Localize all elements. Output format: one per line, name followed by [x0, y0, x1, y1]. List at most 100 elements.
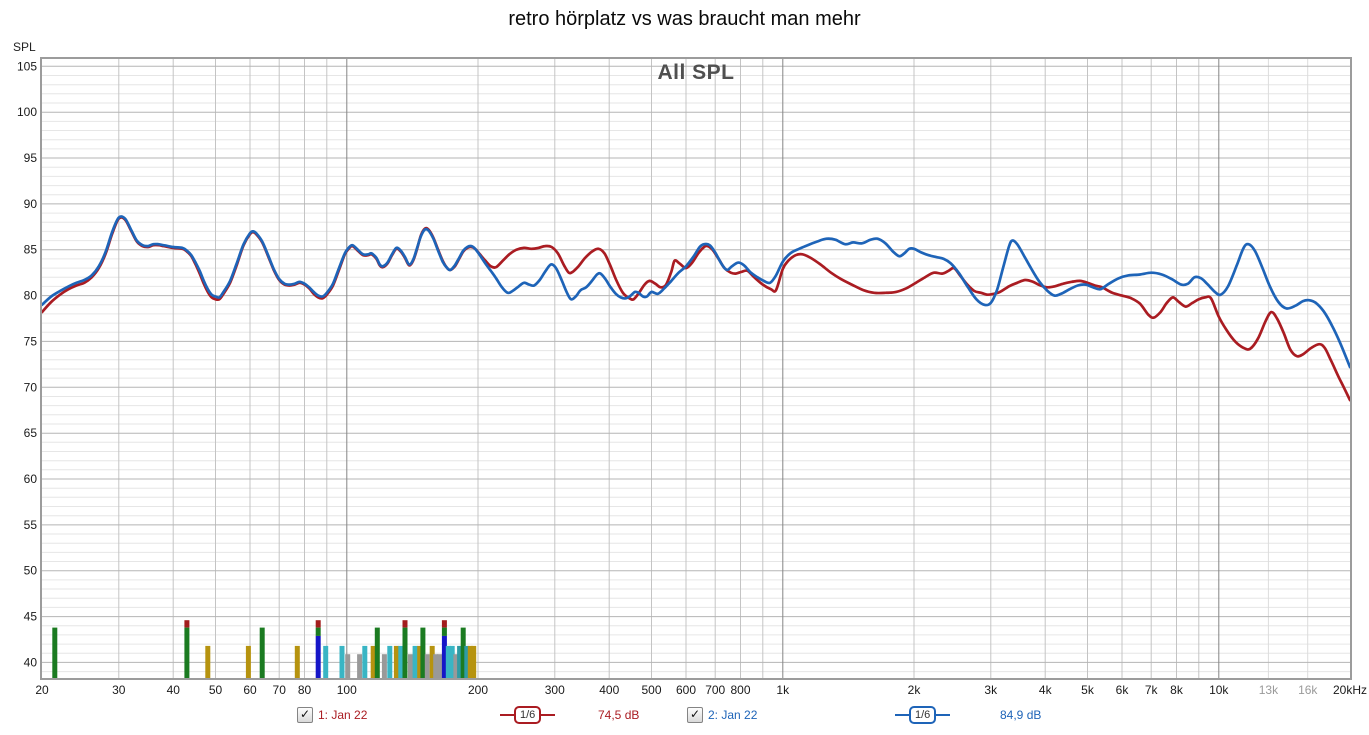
mode-bar-cyan: [449, 645, 455, 678]
mode-bar-gray: [433, 654, 439, 678]
mode-bar-cyan: [398, 645, 404, 678]
x-tick-label: 60: [243, 683, 257, 697]
x-tick-label: 700: [705, 683, 725, 697]
curve-measurement-2: [40, 215, 1352, 369]
mode-bar-olive: [205, 645, 211, 678]
mode-bar-olive: [467, 645, 473, 678]
x-tick-label: 1k: [776, 683, 790, 697]
y-tick-label: 100: [17, 105, 37, 119]
mode-bar-cyan: [323, 645, 329, 678]
mode-bar-teal: [457, 645, 463, 678]
mode-bar-gray: [453, 654, 459, 678]
mode-bar-olive: [471, 645, 477, 678]
y-tick-label: 55: [24, 518, 38, 532]
mode-bar-green: [184, 627, 190, 678]
x-tick-label: 2k: [908, 683, 922, 697]
mode-bar-green: [402, 627, 408, 678]
x-tick-label: 100: [337, 683, 357, 697]
measurement-2-checkbox[interactable]: ✓: [687, 707, 703, 723]
mode-bar-blue: [315, 635, 321, 678]
mode-bar-green: [460, 627, 466, 678]
x-tick-label: 40: [167, 683, 181, 697]
mode-bar-red: [315, 620, 321, 628]
mode-bar-olive: [429, 645, 435, 678]
y-tick-label: 80: [24, 289, 38, 303]
measurement-2-level: 84,9 dB: [1000, 708, 1042, 722]
measurement-1-label: 1: Jan 22: [318, 708, 368, 722]
badge-line-left: [500, 714, 514, 716]
mode-bar-olive: [393, 645, 399, 678]
y-tick-label: 70: [24, 380, 38, 394]
x-tick-label: 400: [599, 683, 619, 697]
x-tick-label: 70: [273, 683, 287, 697]
mode-bar-gray: [381, 654, 387, 678]
x-tick-label: 8k: [1170, 683, 1184, 697]
mode-bar-olive: [294, 645, 300, 678]
x-tick-label: 16k: [1298, 683, 1318, 697]
mode-bar-olive: [370, 645, 376, 678]
mode-bar-blue: [441, 635, 447, 678]
mode-bar-teal: [464, 645, 470, 678]
legend-bar: ✓ 1: Jan 22 1/6 74,5 dB ✓ 2: Jan 22 1/6 …: [0, 705, 1369, 731]
mode-bar-green: [374, 627, 380, 678]
mode-bar-cyan: [445, 645, 451, 678]
y-tick-label: 90: [24, 197, 38, 211]
x-tick-label: 4k: [1039, 683, 1053, 697]
mode-bar-gray: [345, 654, 351, 678]
smoothing-value: 1/6: [514, 706, 542, 724]
mode-bar-green: [420, 627, 426, 678]
x-tick-label: 200: [468, 683, 488, 697]
badge-line-right: [936, 714, 951, 716]
mode-bar-cyan: [362, 645, 368, 678]
mode-bar-cyan: [387, 645, 393, 678]
x-tick-label: 300: [545, 683, 565, 697]
x-tick-label: 13k: [1259, 683, 1279, 697]
y-axis-label: SPL: [13, 40, 36, 54]
mode-bar-olive: [417, 645, 423, 678]
measurement-1-checkbox[interactable]: ✓: [297, 707, 313, 723]
x-tick-label: 7k: [1145, 683, 1159, 697]
y-tick-label: 40: [24, 655, 38, 669]
mode-bar-green: [315, 627, 321, 636]
x-tick-label: 800: [730, 683, 750, 697]
x-tick-label: 600: [676, 683, 696, 697]
mode-bar-gray: [424, 654, 430, 678]
mode-bar-cyan: [412, 645, 418, 678]
y-tick-label: 45: [24, 610, 38, 624]
mode-bar-green: [52, 627, 58, 678]
y-tick-label: 85: [24, 243, 38, 257]
x-tick-label: 20: [35, 683, 49, 697]
x-tick-label: 10k: [1209, 683, 1229, 697]
measurement-2-smoothing-badge: 1/6: [895, 706, 951, 724]
mode-bar-cyan: [339, 645, 345, 678]
y-tick-label: 65: [24, 426, 38, 440]
x-tick-label: 80: [298, 683, 312, 697]
x-tick-label: 5k: [1081, 683, 1095, 697]
measurement-2-label: 2: Jan 22: [708, 708, 758, 722]
plot-border: [40, 57, 1352, 680]
mode-bar-green: [259, 627, 265, 678]
y-tick-label: 95: [24, 151, 38, 165]
badge-line-right: [541, 714, 556, 716]
y-tick-label: 50: [24, 564, 38, 578]
mode-bar-red: [402, 620, 408, 628]
badge-line-left: [895, 714, 909, 716]
measurement-1-level: 74,5 dB: [598, 708, 640, 722]
mode-bar-green: [441, 627, 447, 636]
smoothing-value: 1/6: [909, 706, 937, 724]
plot-inner-title: All SPL: [657, 61, 735, 84]
y-tick-label: 105: [17, 59, 37, 73]
mode-bar-gray: [437, 654, 443, 678]
y-tick-label: 75: [24, 334, 38, 348]
x-tick-label: 500: [641, 683, 661, 697]
curve-measurement-1: [40, 216, 1352, 402]
measurement-1-smoothing-badge: 1/6: [500, 706, 556, 724]
x-tick-label: 6k: [1116, 683, 1130, 697]
mode-bar-red: [184, 620, 190, 628]
x-tick-label: 3k: [984, 683, 998, 697]
x-tick-label: 50: [209, 683, 223, 697]
x-tick-label: 30: [112, 683, 126, 697]
page-title: retro hörplatz vs was braucht man mehr: [508, 8, 861, 30]
